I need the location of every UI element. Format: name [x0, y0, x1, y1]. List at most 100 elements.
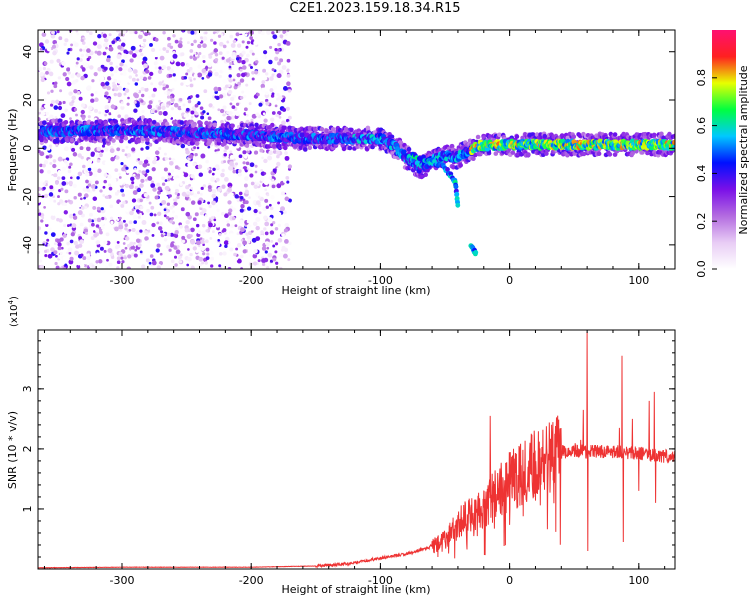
spectrogram-point	[170, 169, 175, 173]
spectrogram-point	[73, 89, 78, 94]
spectrogram-point	[245, 111, 249, 115]
spectrogram-point	[39, 137, 44, 143]
spectrogram-point	[120, 162, 124, 166]
spectrogram-point	[136, 89, 140, 93]
spectrogram-point	[227, 77, 231, 80]
spectrogram-point	[247, 107, 252, 112]
spectrogram-point	[471, 156, 476, 161]
spectrogram-point	[60, 113, 66, 118]
spectrogram-point	[164, 156, 168, 161]
spectrogram-point	[264, 231, 269, 236]
spectrogram-point	[185, 219, 190, 225]
spectrogram-point	[201, 261, 205, 265]
spectrogram-point	[141, 170, 146, 175]
spectrogram-point	[111, 40, 116, 45]
spectrogram-point	[175, 188, 179, 193]
spectrogram-point	[218, 233, 222, 237]
spectrogram-point	[84, 135, 89, 140]
spectrogram-point	[147, 76, 152, 80]
spectrogram-point	[214, 52, 219, 57]
spectrogram-point	[89, 65, 94, 70]
spectrogram-point	[278, 116, 282, 119]
spectrogram-point	[187, 162, 191, 167]
spectrogram-point	[38, 116, 41, 122]
spectrogram-point	[217, 108, 221, 112]
spectrogram-point	[38, 231, 42, 236]
spectrogram-point	[274, 242, 279, 246]
spectrogram-point	[99, 230, 103, 235]
spectrogram-point	[245, 30, 249, 33]
spectrogram-point	[210, 52, 214, 56]
spectrogram-point	[267, 155, 273, 161]
spectrogram-point	[265, 101, 270, 106]
spectrogram-point	[227, 200, 232, 205]
spectrogram-point	[200, 239, 205, 245]
spectrogram-point	[77, 171, 83, 177]
spectrogram-point	[227, 211, 232, 216]
spectrogram-point	[158, 66, 162, 70]
spectrogram-point	[147, 229, 151, 233]
spectrogram-point	[150, 183, 156, 188]
spectrogram-point	[149, 42, 153, 47]
spectrogram-point	[219, 70, 223, 74]
spectrogram-point	[235, 144, 240, 149]
spectrogram-point	[193, 73, 198, 78]
spectrogram-point	[234, 162, 239, 166]
spectrogram-point	[39, 259, 43, 263]
spectrogram-point	[179, 171, 184, 177]
spectrogram-point	[100, 76, 105, 81]
spectrogram-point	[266, 246, 270, 250]
spectrogram-point	[225, 58, 231, 63]
spectrogram-point	[135, 103, 140, 108]
spectrogram-point	[124, 114, 129, 119]
spectrogram-point	[577, 133, 583, 138]
spectrogram-point	[65, 76, 70, 82]
spectrogram-point	[171, 216, 175, 220]
spectrogram-point	[231, 216, 236, 221]
spectrogram-point	[81, 67, 86, 72]
spectrogram-point	[221, 229, 225, 233]
spectrogram-point	[40, 111, 46, 116]
spectrogram-point	[62, 233, 67, 238]
spectrogram-point	[201, 208, 207, 214]
spectrogram-point	[98, 235, 104, 240]
spectrogram-point	[121, 30, 127, 35]
spectrogram-point	[53, 173, 58, 178]
spectrogram-point	[183, 172, 189, 178]
spectrogram-point	[57, 242, 62, 247]
spectrogram-point	[232, 78, 236, 82]
spectrogram-point	[141, 264, 146, 269]
spectrogram-point	[276, 92, 280, 97]
spectrogram-point	[76, 91, 81, 95]
spectrogram-point	[222, 105, 227, 110]
spectrogram-point	[128, 184, 134, 190]
spectrogram-point	[68, 251, 72, 255]
spectrogram-point	[116, 147, 121, 152]
spectrogram-point	[133, 220, 138, 224]
spectrogram-point	[136, 46, 141, 50]
spectrogram-point	[50, 247, 55, 252]
spectrogram-point	[64, 263, 68, 267]
spectrogram-point	[187, 229, 191, 233]
spectrogram-point	[125, 166, 129, 170]
spectrogram-point	[279, 129, 285, 134]
spectrogram-point	[271, 73, 275, 77]
spectrogram-point	[277, 48, 281, 52]
spectrogram-point	[55, 181, 59, 185]
spectrogram-point	[158, 146, 162, 151]
spectrogram-point	[46, 146, 51, 151]
spectrogram-point	[79, 48, 83, 52]
spectrogram-point	[270, 223, 274, 227]
spectrogram-point	[130, 249, 134, 253]
spectrogram-point	[120, 101, 124, 105]
spectrogram-point	[246, 206, 252, 211]
spectrogram-point	[261, 156, 264, 160]
spectrogram-point	[526, 152, 531, 157]
spectrogram-point	[204, 261, 208, 265]
spectrogram-point	[260, 230, 264, 234]
spectrogram-point	[262, 112, 266, 116]
spectrogram-point	[135, 74, 138, 77]
spectrogram-point	[48, 154, 53, 159]
spectrogram-point	[163, 152, 167, 156]
spectrogram-point	[187, 99, 192, 104]
